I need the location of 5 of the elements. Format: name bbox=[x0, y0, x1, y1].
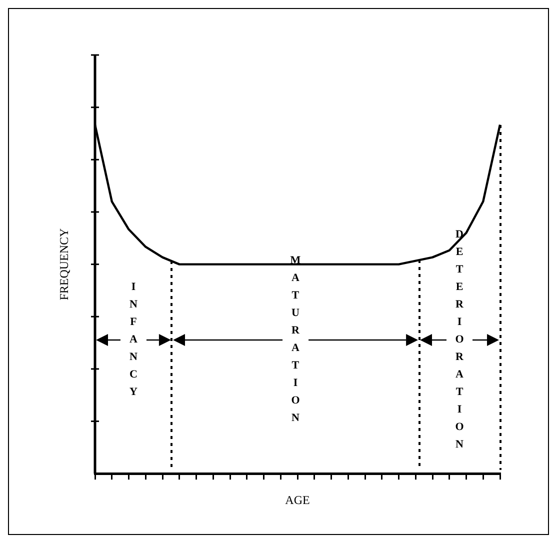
text: DETERIORATION bbox=[455, 228, 464, 450]
text: MATURATION bbox=[290, 254, 301, 424]
annotation: INFANCY bbox=[130, 280, 138, 398]
x-axis-title: AGE bbox=[285, 492, 310, 507]
y-axis-title: FREQUENCY bbox=[57, 228, 72, 300]
